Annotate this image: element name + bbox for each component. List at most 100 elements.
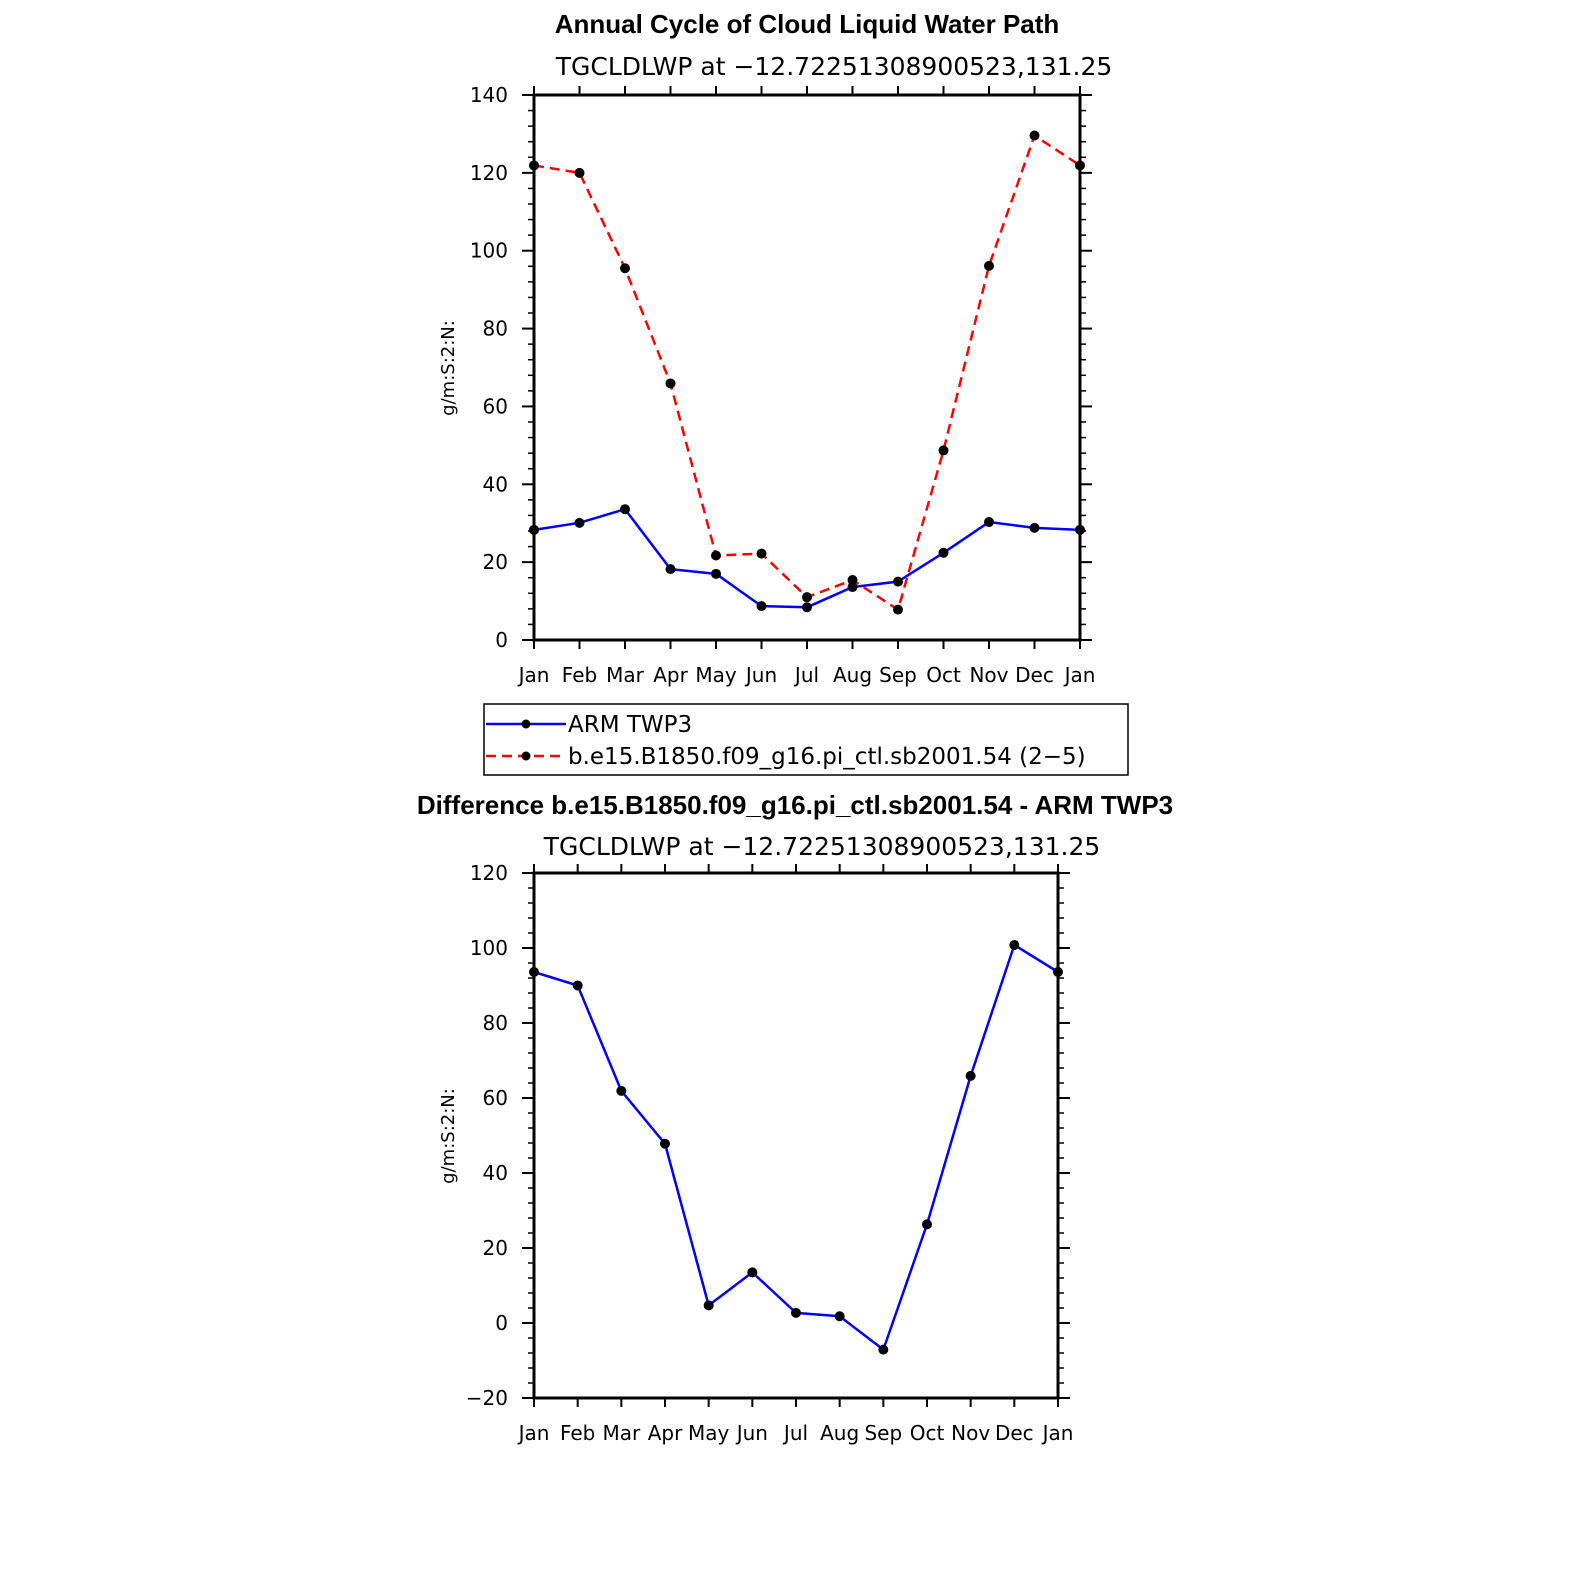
annual-cycle-y-axis-label: g/m:S:2:N: [438, 320, 459, 416]
annual-cycle-data-point [620, 504, 630, 515]
difference-y-tick-label: 60 [483, 1086, 508, 1110]
difference-data-point [965, 1070, 976, 1081]
annual-cycle-data-point [1029, 130, 1040, 141]
difference-data-point [660, 1138, 670, 1149]
annual-cycle-data-point [893, 604, 903, 615]
difference-x-tick-label: Dec [995, 1421, 1034, 1445]
annual-cycle-data-point [984, 260, 994, 271]
legend-arm-twp3-label: ARM TWP3 [568, 712, 692, 738]
difference-y-tick-label: 80 [483, 1011, 508, 1035]
annual-cycle-y-tick-label: 20 [483, 550, 508, 574]
difference-plot-frame [532, 871, 1060, 1400]
annual-cycle-x-tick-label: Apr [653, 663, 688, 687]
annual-cycle-data-point [620, 263, 630, 274]
legend: ARM TWP3 b.e15.B1850.f09_g16.pi_ctl.sb20… [483, 703, 1129, 776]
annual-cycle-plot-area: Jan Feb Mar Apr May Jun Jul Aug Sep Oct Nov Dec Jan 0… [470, 83, 1096, 687]
annual-cycle-data-point [893, 576, 903, 587]
difference-y-tick-label: 40 [483, 1161, 508, 1185]
annual-cycle-x-tick-label: Dec [1015, 663, 1054, 687]
annual-cycle-data-point [938, 547, 949, 558]
difference-x-tick-label: Oct [910, 1421, 945, 1445]
difference-y-tick-label: 100 [470, 936, 508, 960]
difference-data-point [616, 1085, 627, 1096]
annual-cycle-data-point [665, 564, 676, 575]
legend-arm-twp3-marker [521, 719, 531, 729]
difference-x-tick-label: May [688, 1421, 730, 1445]
annual-cycle-x-tick-label: Nov [969, 663, 1008, 687]
difference-y-tick-label: 20 [483, 1236, 508, 1260]
annual-cycle-data-point [847, 582, 858, 593]
difference-x-tick-label: Sep [864, 1421, 902, 1445]
difference-data-point [1053, 967, 1063, 977]
annual-cycle-x-tick-label: Jun [744, 663, 777, 687]
difference-x-tick-label: Jan [1041, 1421, 1074, 1445]
annual-cycle-series-line-b-e15-b1850-f09-g16-pi-ctl-sb2001-54-2-5 [533, 134, 1081, 611]
annual-cycle-data-point [574, 517, 585, 528]
difference-x-tick-label: Aug [820, 1421, 859, 1445]
annual-cycle-data-point [847, 575, 858, 586]
difference-plot-area: Jan Feb Mar Apr May Jun Jul Aug Sep Oct Nov Dec Jan−… [466, 861, 1074, 1445]
annual-cycle-x-tick-label: May [695, 663, 737, 687]
difference-subtitle: TGCLDLWP at −12.72251308900523,131.25 [543, 832, 1101, 861]
annual-cycle-data-point [756, 601, 767, 612]
annual-cycle-y-tick-label: 60 [483, 394, 508, 418]
annual-cycle-y-tick-label: 120 [470, 161, 508, 185]
annual-cycle-data-point [574, 167, 585, 178]
legend-model-label: b.e15.B1850.f09_g16.pi_ctl.sb2001.54 (2−… [568, 744, 1086, 770]
difference-x-tick-label: Jan [517, 1421, 550, 1445]
annual-cycle-x-tick-label: Feb [562, 663, 597, 687]
annual-cycle-y-tick-label: 80 [483, 317, 508, 341]
difference-data-point [791, 1307, 801, 1318]
annual-cycle-data-point [802, 592, 812, 603]
annual-cycle-data-point [529, 524, 539, 535]
difference-y-tick-label: −20 [466, 1386, 508, 1410]
legend-box [483, 703, 1129, 776]
difference-x-tick-label: Mar [602, 1421, 641, 1445]
annual-cycle-x-tick-label: Mar [606, 663, 645, 687]
annual-cycle-data-point [1075, 160, 1085, 171]
annual-cycle-data-point [1029, 522, 1040, 533]
legend-model-marker [521, 751, 531, 761]
annual-cycle-data-point [1075, 524, 1085, 535]
difference-y-axis-label: g/m:S:2:N: [438, 1088, 459, 1184]
annual-cycle-x-tick-label: Aug [833, 663, 872, 687]
difference-x-tick-label: Apr [648, 1421, 683, 1445]
annual-cycle-x-tick-label: Jan [517, 663, 550, 687]
difference-data-point [529, 967, 539, 977]
annual-cycle-plot-frame [532, 93, 1082, 642]
difference-y-tick-label: 0 [495, 1311, 508, 1335]
difference-x-tick-label: Jul [782, 1421, 808, 1445]
annual-cycle-subtitle: TGCLDLWP at −12.72251308900523,131.25 [555, 52, 1113, 81]
annual-cycle-y-tick-label: 40 [483, 472, 508, 496]
annual-cycle-panel: Annual Cycle of Cloud Liquid Water Path … [438, 9, 1112, 687]
annual-cycle-y-tick-label: 100 [470, 239, 508, 263]
difference-y-tick-label: 120 [470, 861, 508, 885]
annual-cycle-data-point [711, 568, 721, 579]
difference-data-point [572, 980, 583, 991]
annual-cycle-x-tick-label: Sep [879, 663, 917, 687]
annual-cycle-data-point [756, 548, 767, 559]
annual-cycle-data-point [802, 602, 812, 613]
annual-cycle-x-tick-label: Jul [793, 663, 819, 687]
annual-cycle-data-point [529, 160, 539, 171]
annual-cycle-y-tick-label: 140 [470, 83, 508, 107]
difference-data-point [878, 1344, 889, 1355]
difference-title: Difference b.e15.B1850.f09_g16.pi_ctl.sb… [417, 790, 1173, 820]
annual-cycle-data-point [984, 517, 994, 528]
annual-cycle-data-point [711, 550, 721, 561]
difference-x-tick-label: Jun [735, 1421, 768, 1445]
difference-data-point [747, 1267, 758, 1278]
difference-data-point [922, 1219, 932, 1230]
annual-cycle-title: Annual Cycle of Cloud Liquid Water Path [555, 9, 1060, 39]
annual-cycle-data-point [665, 378, 676, 389]
difference-data-point [1009, 940, 1020, 950]
difference-data-point [834, 1311, 845, 1322]
difference-x-tick-label: Nov [951, 1421, 990, 1445]
difference-data-point [703, 1300, 714, 1311]
difference-panel: Difference b.e15.B1850.f09_g16.pi_ctl.sb… [417, 790, 1173, 1445]
annual-cycle-y-tick-label: 0 [495, 628, 508, 652]
annual-cycle-data-point [938, 445, 949, 456]
difference-series-line-difference [533, 943, 1059, 1351]
